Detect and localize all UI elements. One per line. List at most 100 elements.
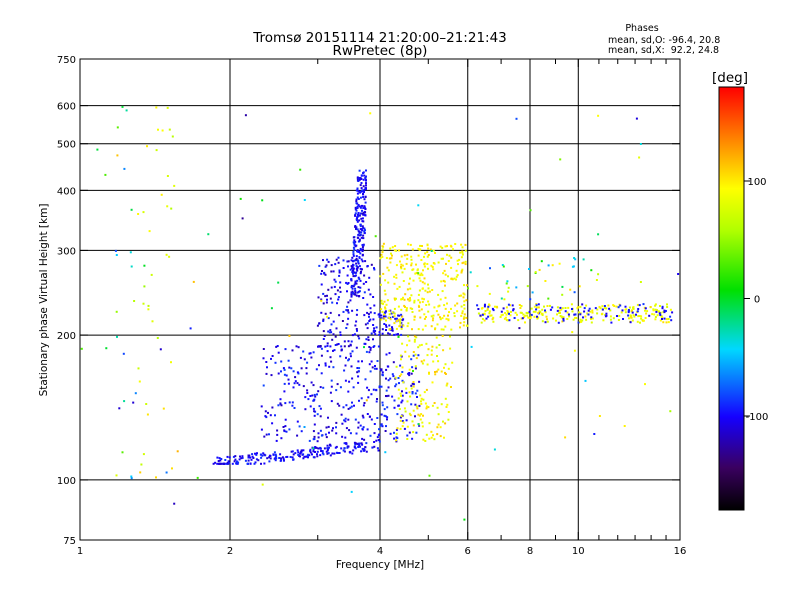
- data-point: [391, 329, 394, 332]
- data-point: [354, 293, 357, 296]
- data-point: [219, 459, 222, 462]
- data-point: [357, 370, 360, 373]
- data-point: [349, 352, 352, 355]
- data-point: [324, 362, 327, 365]
- data-point: [416, 396, 418, 398]
- data-point: [277, 372, 280, 375]
- data-point: [360, 258, 363, 261]
- data-point: [445, 406, 448, 408]
- data-point: [373, 327, 376, 330]
- data-point: [390, 312, 393, 315]
- data-point: [356, 367, 359, 369]
- data-point: [347, 345, 350, 348]
- data-point: [414, 365, 417, 368]
- data-point: [437, 360, 440, 363]
- data-point: [226, 461, 229, 464]
- data-point: [505, 313, 508, 316]
- data-point: [350, 267, 353, 270]
- data-point: [444, 371, 446, 374]
- data-point: [235, 462, 238, 465]
- data-point: [435, 310, 438, 313]
- data-point: [432, 314, 435, 317]
- data-point: [302, 449, 305, 452]
- data-point: [470, 345, 473, 348]
- data-point: [429, 248, 432, 251]
- data-point: [590, 321, 593, 324]
- data-point: [306, 389, 309, 392]
- data-point: [462, 324, 465, 327]
- data-point: [515, 286, 518, 289]
- data-point: [414, 403, 417, 406]
- data-point: [305, 372, 308, 375]
- data-point: [410, 294, 413, 297]
- data-point: [362, 234, 365, 237]
- data-point: [524, 321, 526, 324]
- data-point: [331, 429, 334, 432]
- data-point: [424, 440, 427, 442]
- data-point: [531, 291, 534, 294]
- data-point: [326, 444, 329, 447]
- data-point: [287, 378, 290, 381]
- data-point: [364, 446, 367, 449]
- data-point: [335, 421, 338, 424]
- data-point: [393, 275, 396, 278]
- data-point: [302, 453, 305, 456]
- data-point: [533, 315, 536, 318]
- data-point: [291, 456, 294, 459]
- data-point: [342, 310, 345, 313]
- data-point: [540, 312, 543, 315]
- data-point: [409, 277, 411, 280]
- data-point: [143, 285, 146, 288]
- data-point: [345, 327, 348, 329]
- data-point: [671, 311, 674, 314]
- data-point: [419, 244, 422, 247]
- data-point: [302, 457, 305, 460]
- data-point: [366, 303, 369, 306]
- data-point: [564, 307, 567, 309]
- x-tick-label: 2: [227, 546, 233, 557]
- data-point: [253, 462, 256, 465]
- data-point: [357, 233, 360, 236]
- data-point: [490, 314, 493, 317]
- data-point: [393, 297, 396, 300]
- data-point: [362, 416, 365, 419]
- data-point: [423, 277, 426, 280]
- data-point: [424, 289, 427, 292]
- data-point: [307, 398, 310, 401]
- data-point: [344, 417, 347, 420]
- data-point: [400, 401, 403, 404]
- data-point: [377, 449, 380, 452]
- data-point: [451, 361, 454, 364]
- data-point: [358, 278, 361, 280]
- data-point: [239, 197, 242, 200]
- data-point: [347, 445, 350, 448]
- data-point: [320, 354, 323, 357]
- data-point: [432, 360, 435, 363]
- data-point: [292, 453, 295, 456]
- data-point: [423, 255, 425, 258]
- data-point: [322, 302, 325, 305]
- data-point: [409, 287, 412, 290]
- data-point: [343, 450, 346, 453]
- data-point: [399, 260, 401, 263]
- data-point: [456, 274, 459, 277]
- data-point: [364, 211, 367, 214]
- data-point: [361, 447, 364, 450]
- data-point: [372, 388, 375, 391]
- data-point: [521, 317, 524, 320]
- data-point: [616, 315, 618, 317]
- data-point: [596, 308, 599, 311]
- data-point: [326, 315, 329, 318]
- data-point: [291, 404, 294, 407]
- data-point: [380, 423, 383, 426]
- data-point: [324, 295, 327, 298]
- data-point: [279, 453, 282, 456]
- data-point: [332, 270, 335, 273]
- data-point: [423, 313, 426, 316]
- data-point: [417, 204, 420, 207]
- data-point: [360, 228, 363, 231]
- data-point: [603, 307, 606, 309]
- data-point: [393, 249, 396, 252]
- data-point: [277, 281, 280, 284]
- data-point: [421, 297, 424, 300]
